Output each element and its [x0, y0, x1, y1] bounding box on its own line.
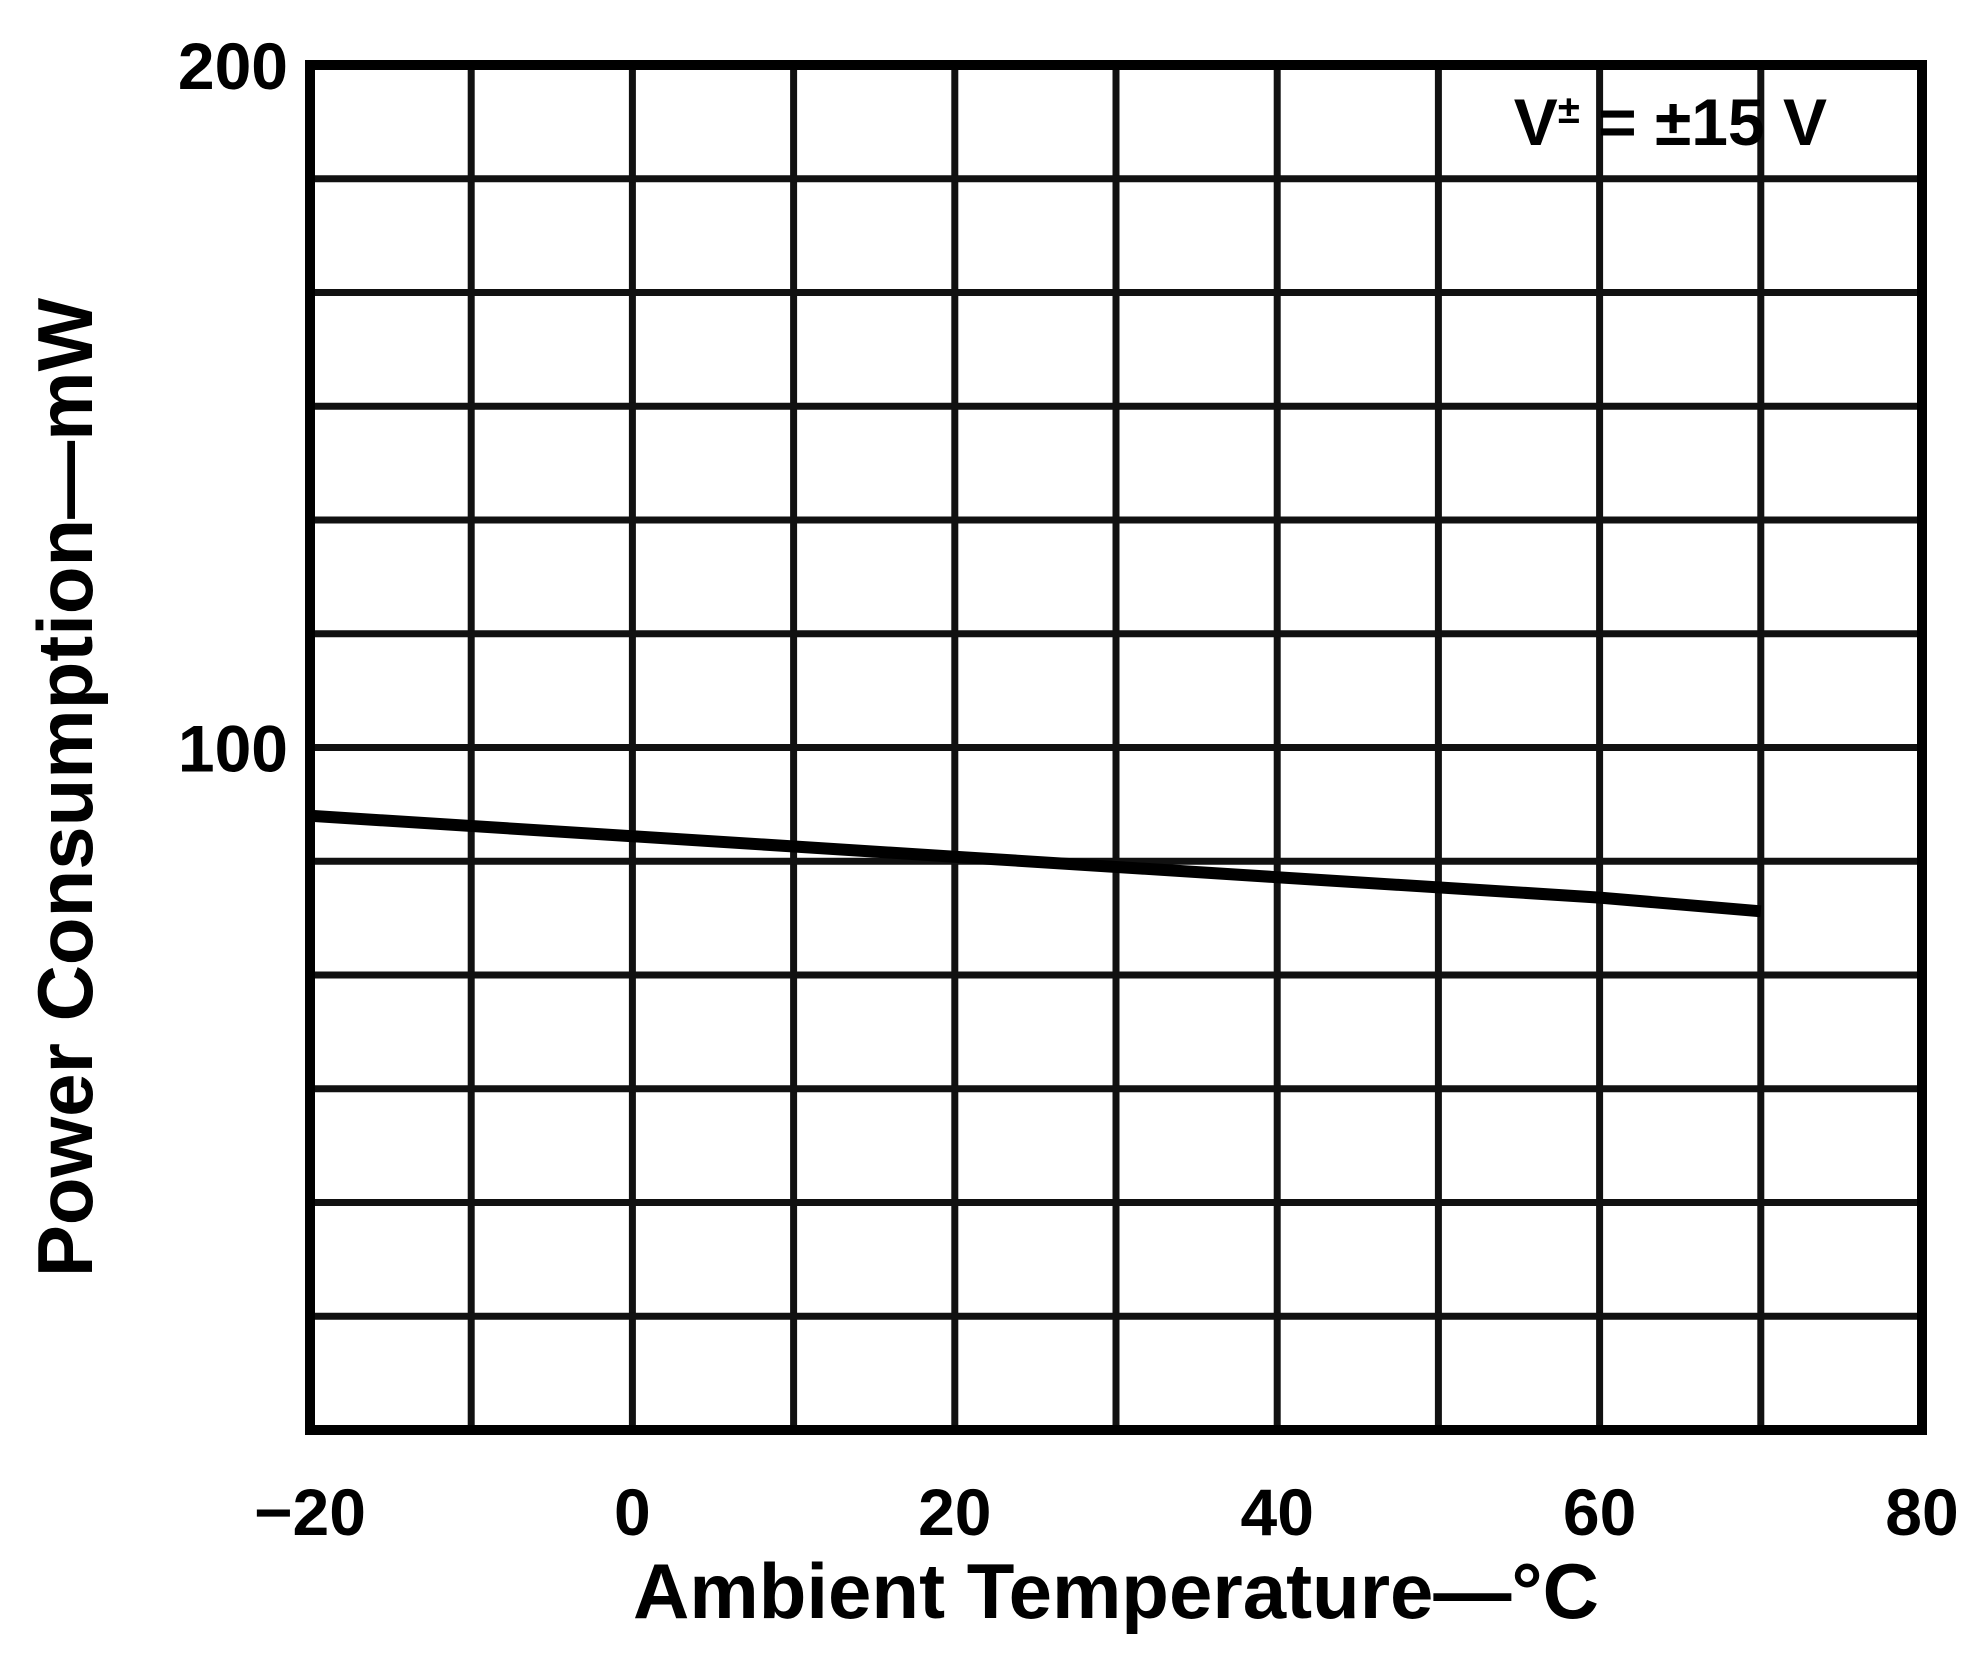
x-tick-label: 20: [918, 1475, 991, 1549]
y-tick-label: 100: [178, 712, 288, 786]
annotation-value: = ±15 V: [1580, 85, 1827, 159]
y-tick-labels: 100 200: [178, 29, 288, 786]
voltage-annotation: V± = ±15 V: [1514, 85, 1827, 159]
y-axis-label: Power Consumption—mW: [21, 297, 109, 1277]
annotation-base: V: [1514, 85, 1558, 159]
x-tick-label: 40: [1240, 1475, 1313, 1549]
x-axis-label: Ambient Temperature—°C: [633, 1547, 1599, 1635]
x-tick-label: −20: [254, 1475, 366, 1549]
x-tick-label: 0: [614, 1475, 651, 1549]
annotation-superscript: ±: [1558, 88, 1580, 132]
x-tick-label: 60: [1563, 1475, 1636, 1549]
series-line: [309, 809, 1762, 918]
x-tick-labels: −20 0 20 40 60 80: [254, 1475, 1959, 1549]
grid: [310, 65, 1922, 1430]
plot-frame: [305, 60, 1927, 1435]
series-group: [309, 809, 1762, 918]
x-tick-label: 80: [1885, 1475, 1958, 1549]
y-tick-label: 200: [178, 29, 288, 103]
